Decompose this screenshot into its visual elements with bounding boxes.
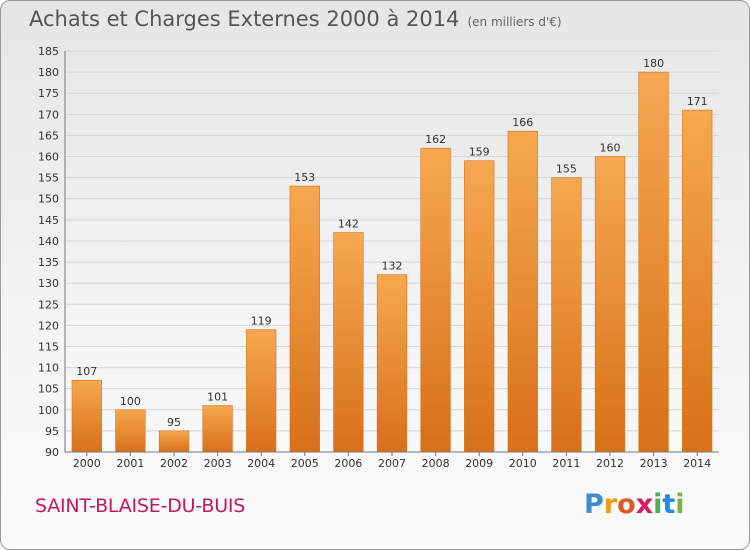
x-tick-label-2006: 2006 (334, 457, 362, 470)
y-tick-label: 185 (38, 45, 59, 58)
value-label-2006: 142 (338, 218, 359, 231)
value-label-2014: 171 (687, 95, 708, 108)
value-label-2009: 159 (469, 146, 490, 159)
logo-letter: i (653, 489, 663, 520)
bar-2006 (333, 232, 364, 453)
place-name: SAINT-BLAISE-DU-BUIS (35, 495, 246, 517)
x-tick-label-2009: 2009 (465, 457, 493, 470)
chart-title: Achats et Charges Externes 2000 à 2014 (e… (29, 7, 562, 31)
value-label-2003: 101 (207, 391, 228, 404)
y-tick-label: 145 (38, 214, 59, 227)
x-tick-label-2008: 2008 (422, 457, 450, 470)
value-label-2011: 155 (556, 163, 577, 176)
bar-2009 (464, 160, 495, 453)
proxiti-logo: Proxiti (584, 489, 685, 520)
bar-2013 (638, 71, 669, 453)
logo-letter: r (603, 489, 618, 520)
x-tick-label-2003: 2003 (204, 457, 232, 470)
bar-2012 (594, 156, 626, 453)
logo-letter: x (635, 489, 654, 520)
y-tick-label: 120 (38, 319, 59, 332)
bar-2005 (289, 185, 320, 453)
y-tick-label: 130 (38, 277, 59, 290)
bar-2007 (376, 274, 408, 453)
x-tick-label-2005: 2005 (291, 457, 319, 470)
y-tick-label: 160 (38, 151, 59, 164)
logo-letter: t (662, 489, 676, 520)
logo-letter: o (617, 489, 636, 520)
value-label-2004: 119 (251, 315, 272, 328)
bar-2002 (158, 430, 190, 453)
y-tick-label: 175 (38, 87, 59, 100)
y-tick-label: 115 (38, 340, 59, 353)
y-tick-label: 165 (38, 129, 59, 142)
value-label-2001: 100 (120, 395, 141, 408)
value-label-2002: 95 (167, 416, 181, 429)
y-tick-label: 155 (38, 172, 59, 185)
logo-letter: i (675, 489, 685, 520)
y-tick-label: 150 (38, 193, 59, 206)
bar-2014 (682, 109, 713, 453)
bars: 107 100 95 101 119 153 142 132 162 159 166 155 160 18… (71, 57, 713, 453)
x-tick-label-2014: 2014 (683, 457, 711, 470)
logo-letter: P (584, 489, 604, 520)
value-label-2012: 160 (600, 142, 621, 155)
x-tick-label-2007: 2007 (378, 457, 406, 470)
y-tick-label: 95 (45, 425, 59, 438)
y-tick-label: 90 (45, 446, 59, 459)
y-tick-label: 125 (38, 298, 59, 311)
bar-2010 (507, 130, 538, 453)
x-tick-label-2000: 2000 (73, 457, 101, 470)
y-tick-label: 140 (38, 235, 59, 248)
bar-2001 (115, 409, 146, 453)
chart-subtitle: (en milliers d'€) (467, 15, 562, 29)
value-label-2000: 107 (76, 365, 97, 378)
x-tick-label-2002: 2002 (160, 457, 188, 470)
value-label-2010: 166 (512, 116, 533, 129)
y-tick-label: 135 (38, 256, 59, 269)
value-label-2013: 180 (643, 57, 664, 70)
value-label-2007: 132 (382, 260, 403, 273)
x-tick-label-2010: 2010 (509, 457, 537, 470)
y-tick-label: 170 (38, 108, 59, 121)
x-tick-label-2004: 2004 (247, 457, 275, 470)
y-tick-label: 110 (38, 362, 59, 375)
y-tick-label: 105 (38, 383, 59, 396)
x-tick-label-2001: 2001 (116, 457, 144, 470)
bar-2003 (202, 405, 233, 453)
bar-2011 (551, 177, 582, 453)
bar-2000 (71, 379, 102, 453)
value-label-2005: 153 (294, 171, 315, 184)
bar-2008 (420, 147, 451, 453)
bar-2004 (246, 329, 277, 453)
value-label-2008: 162 (425, 133, 446, 146)
x-tick-label-2013: 2013 (640, 457, 668, 470)
y-tick-label: 180 (38, 66, 59, 79)
x-tick-label-2011: 2011 (552, 457, 580, 470)
axes: 90 95 100 105 110 115 120 125 130 135 140 145 150 155… (38, 45, 719, 470)
y-tick-label: 100 (38, 404, 59, 417)
x-tick-label-2012: 2012 (596, 457, 624, 470)
